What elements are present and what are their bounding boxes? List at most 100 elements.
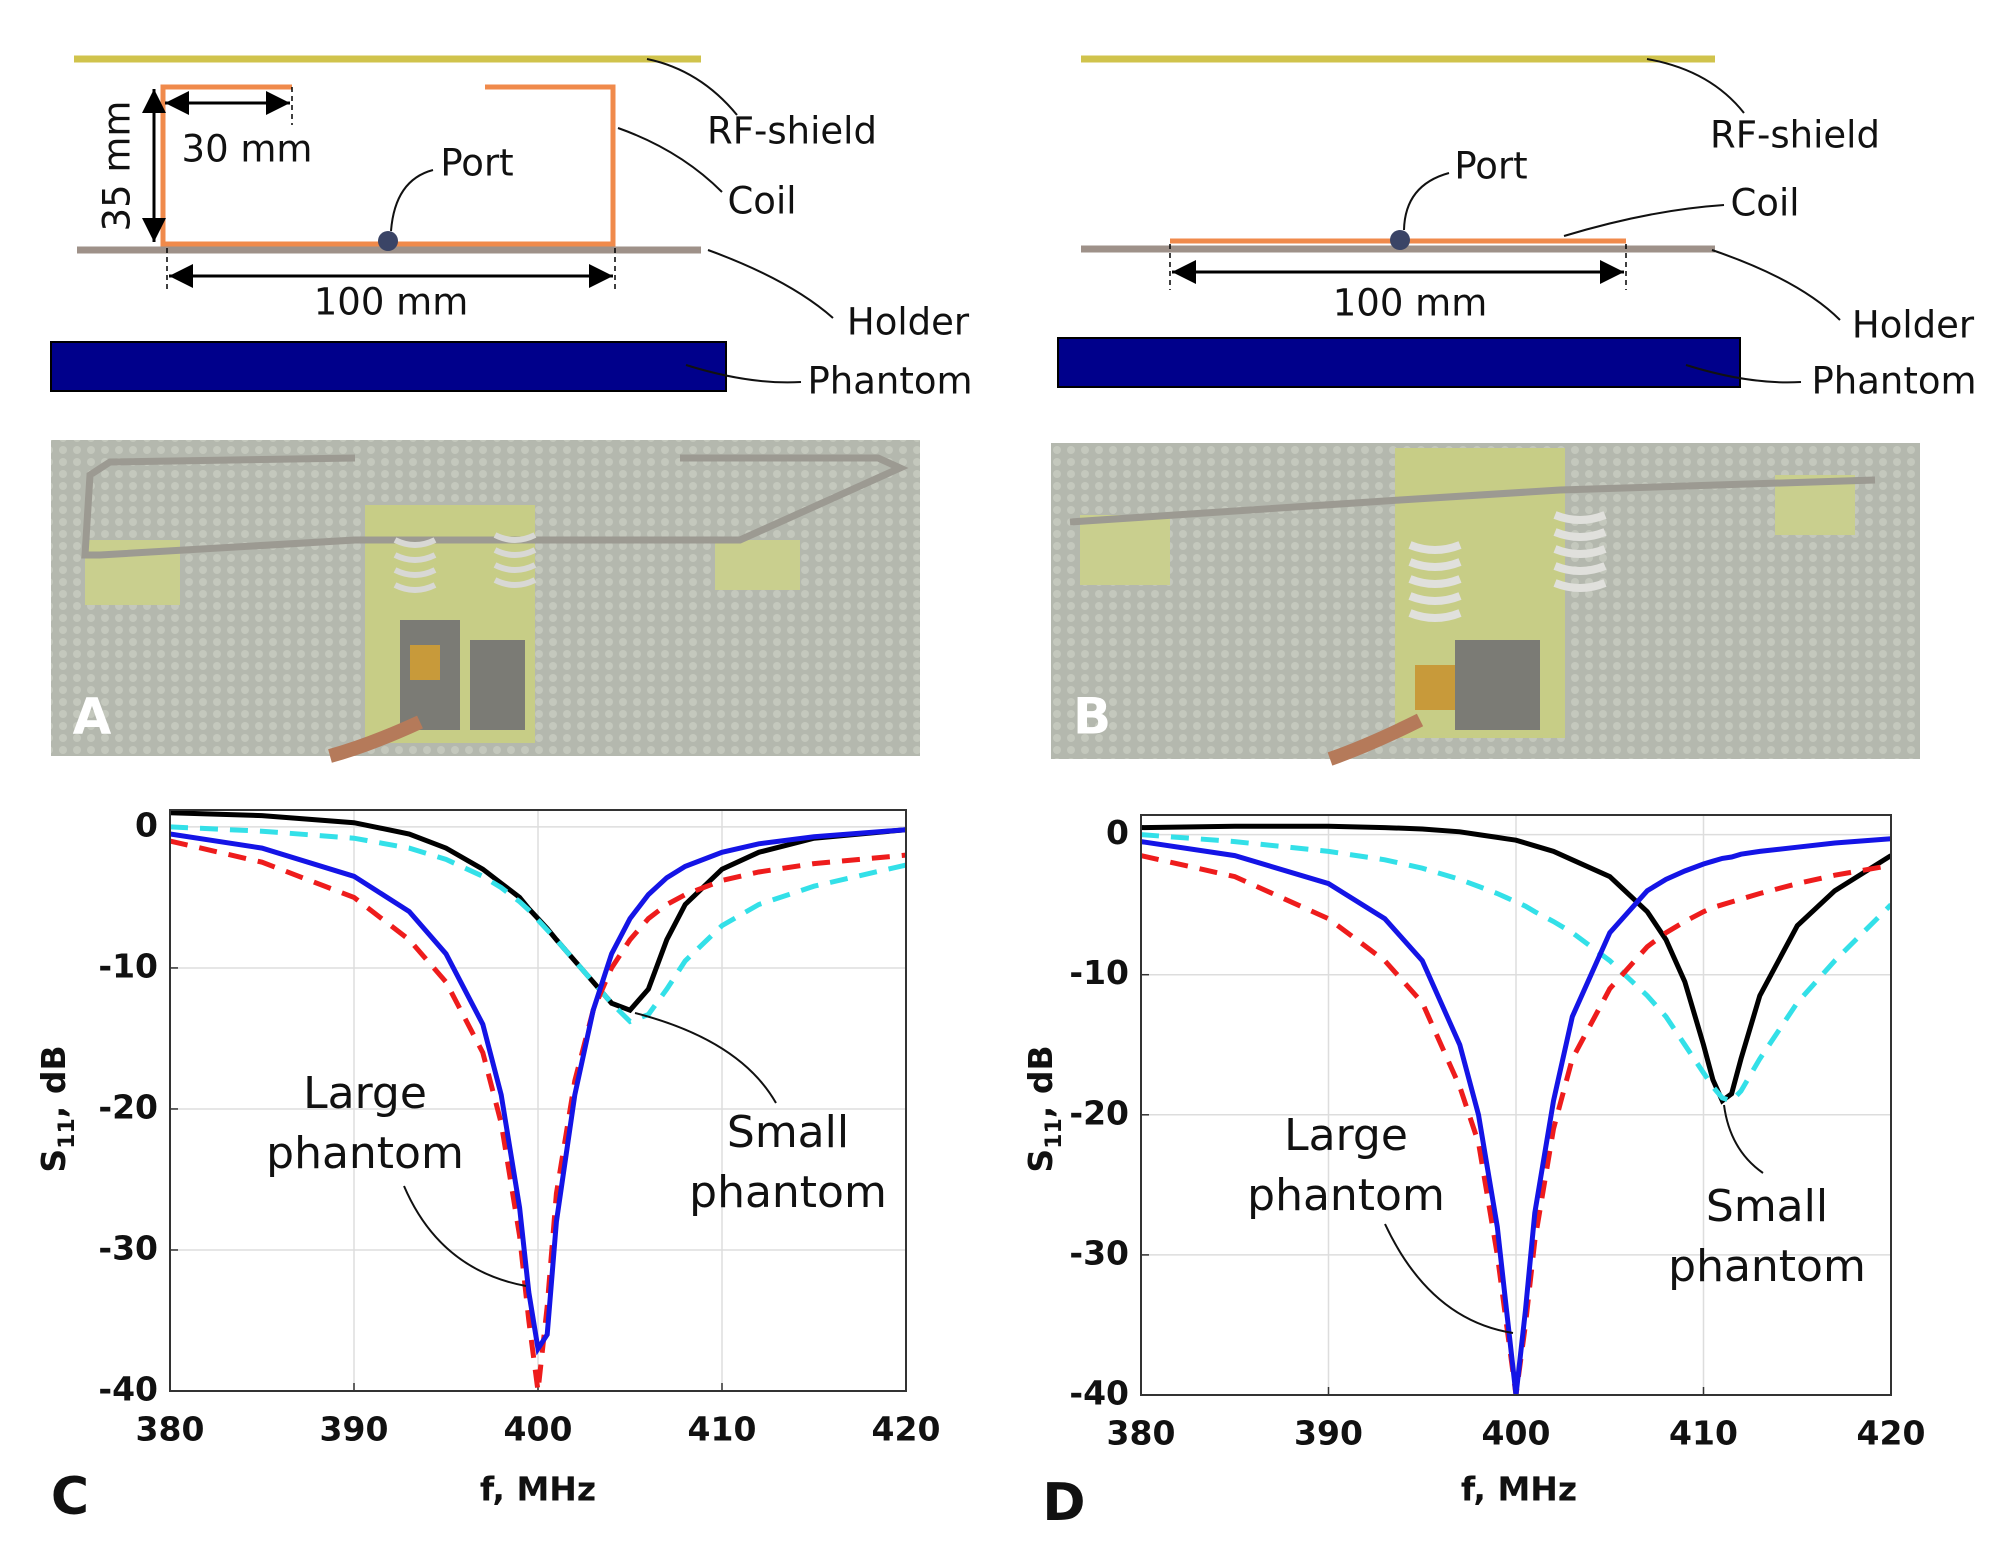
pcb-pad [1080,515,1170,585]
port [378,231,398,251]
x-tick-label: 390 [1294,1414,1363,1453]
connector [1415,665,1455,710]
y-axis-label: S11, dB [1021,1045,1067,1172]
plot-frame [1140,814,1892,1396]
solder [470,640,525,730]
series-line [170,827,906,1356]
y-tick-label: -20 [98,1087,158,1126]
y-tick-label: -30 [1069,1233,1129,1272]
x-tick-label: 410 [1669,1414,1738,1453]
inductor [1408,511,1607,622]
annotation: phantom [266,1128,464,1179]
photo-a: A [51,440,920,763]
port [1390,230,1410,250]
series-line [1141,836,1891,1396]
y-axis-label-part: S [34,1149,73,1173]
annotation: phantom [1247,1170,1445,1221]
panel-letter: C [51,1467,89,1527]
label: RF-shield [1710,114,1880,157]
chart: 380 390 400 410 420 -40 -30 -20 -10 0 f, MHz S11, d… [1021,813,1926,1533]
y-axis-label-part: 11 [1042,1118,1067,1149]
label: Port [1454,145,1527,188]
annotation: Small [1706,1181,1828,1232]
panel-letter: B [1073,688,1111,746]
annotation-leader [1384,1223,1514,1334]
label: Phantom [1811,360,1976,403]
annotation: Large [1284,1110,1408,1161]
x-axis-label: f, MHz [480,1470,596,1509]
wire [1069,476,1876,526]
leader [390,169,434,232]
label: RF-shield [707,110,877,153]
dimension-label: 30 mm [182,128,313,171]
y-tick-label: 0 [1106,813,1129,852]
phantom [1057,337,1741,388]
x-axis-label: f, MHz [1461,1470,1577,1509]
dimension-label: 100 mm [314,281,468,324]
label: Holder [847,301,970,344]
x-tick-label: 400 [1482,1414,1551,1453]
series-line [170,838,906,1392]
annotation: phantom [1668,1241,1866,1292]
connector [410,645,440,680]
leader [707,249,834,319]
leader [1563,204,1725,237]
label: Port [440,142,513,185]
annotation: phantom [689,1167,887,1218]
annotation-leader [403,1185,527,1287]
y-axis-label-part: , dB [1021,1045,1060,1118]
leader [617,127,723,193]
diagram-a: 35 mm 30 mm 100 mm RF-shield Coil Port H… [50,55,973,403]
photo-b: B [1051,443,1920,766]
x-tick-label: 400 [504,1410,573,1449]
cable [1327,713,1424,766]
series-line [1141,832,1891,1104]
y-tick-label: -40 [1069,1374,1129,1413]
y-tick-label: -10 [98,946,158,985]
x-tick-label: 380 [1107,1414,1176,1453]
y-axis-label-part: S [1021,1149,1060,1173]
y-tick-label: -10 [1069,953,1129,992]
x-tick-label: 420 [872,1410,941,1449]
dimension-label: 35 mm [96,101,139,232]
wire [81,454,909,559]
y-tick-label: -40 [98,1370,158,1409]
annotation: Small [727,1107,849,1158]
y-axis-label-part: 11 [55,1118,80,1149]
panel-letter: D [1042,1473,1085,1533]
y-axis-label: S11, dB [34,1045,80,1172]
inductor [393,532,537,593]
series-line [170,810,906,1014]
x-tick-label: 420 [1857,1414,1926,1453]
annotation-leader [634,1012,777,1104]
leader [1711,249,1841,321]
pcb-pad [715,540,800,590]
x-tick-label: 410 [688,1410,757,1449]
annotation-leader [1723,1104,1764,1174]
y-tick-label: 0 [135,805,158,844]
plot-frame [169,809,907,1392]
label: Coil [1730,182,1799,225]
label: Phantom [807,360,972,403]
leader [646,58,738,116]
panel-letter: A [73,688,112,746]
solder [1455,640,1540,730]
label: Holder [1852,304,1975,347]
x-tick-label: 380 [136,1410,205,1449]
leader [1403,172,1450,231]
label: Coil [727,180,796,223]
leader [1685,364,1802,384]
phantom [50,341,727,392]
chart: 380 390 400 410 420 -40 -30 -20 -10 0 f, MHz S11, d… [34,805,941,1527]
dimension-label: 100 mm [1333,282,1487,325]
leader [1646,58,1745,114]
leader [685,364,802,384]
diagram-b: 100 mm RF-shield Port Coil Holder Phanto… [1057,55,1977,403]
annotation: Large [303,1068,427,1119]
series-line [1141,823,1891,1105]
cable [328,715,423,763]
x-tick-label: 390 [320,1410,389,1449]
y-tick-label: -20 [1069,1093,1129,1132]
y-axis-label-part: , dB [34,1045,73,1118]
